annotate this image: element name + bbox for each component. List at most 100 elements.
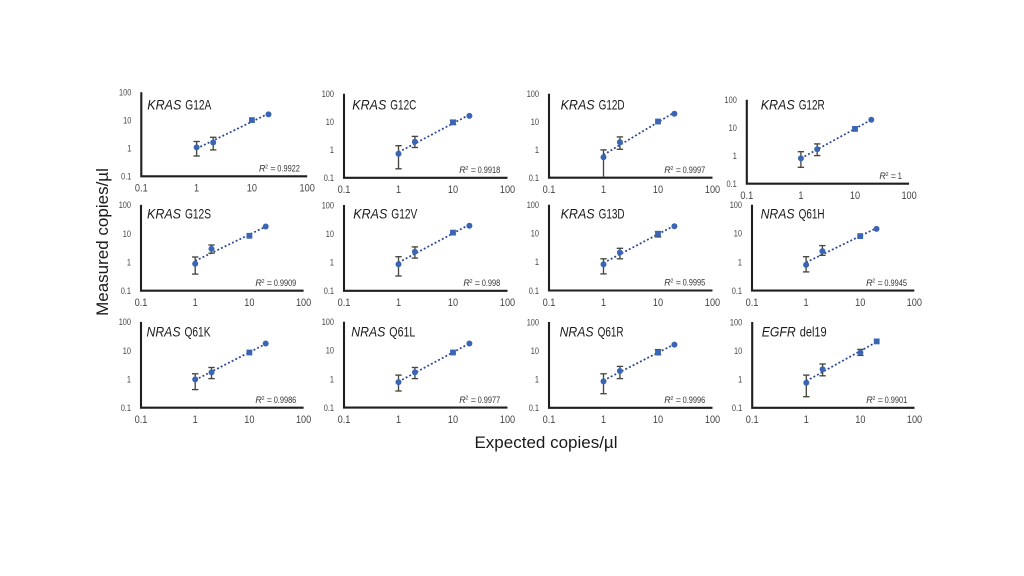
svg-text:100: 100 [296,414,311,426]
svg-text:1: 1 [798,190,803,202]
svg-text:0.1: 0.1 [135,297,148,309]
svg-text:2: 2 [872,279,875,285]
svg-text:0.1: 0.1 [121,172,131,182]
svg-text:Measured copies/µl: Measured copies/µl [93,168,112,316]
svg-text:=: = [878,278,883,288]
svg-text:1: 1 [330,145,334,155]
svg-text:=: = [676,165,681,175]
svg-text:G12S: G12S [185,206,211,222]
svg-text:0.1: 0.1 [732,403,742,413]
svg-text:R: R [866,278,873,288]
svg-text:KRAS: KRAS [561,206,596,222]
svg-text:KRAS: KRAS [761,96,796,112]
svg-text:0.1: 0.1 [746,297,759,309]
svg-text:100: 100 [527,200,539,210]
svg-text:=: = [891,171,896,181]
svg-text:=: = [471,395,476,405]
svg-text:2: 2 [671,396,674,402]
svg-text:1: 1 [601,297,606,309]
svg-text:1: 1 [804,297,809,309]
svg-text:G12A: G12A [185,96,211,112]
svg-text:0.9901: 0.9901 [885,395,908,405]
svg-text:0.1: 0.1 [727,179,737,189]
svg-text:100: 100 [322,317,334,327]
svg-text:100: 100 [527,89,539,99]
svg-text:KRAS: KRAS [147,206,182,222]
svg-text:0.1: 0.1 [740,190,753,202]
svg-text:100: 100 [705,184,720,196]
svg-text:0.1: 0.1 [543,297,556,309]
svg-text:100: 100 [901,190,916,202]
svg-text:10: 10 [653,184,663,196]
svg-text:0.9986: 0.9986 [274,395,297,405]
svg-text:100: 100 [705,297,720,309]
svg-text:10: 10 [326,117,334,127]
svg-text:G12V: G12V [391,206,417,222]
svg-text:1: 1 [127,257,131,267]
svg-text:0.1: 0.1 [121,403,131,413]
svg-text:KRAS: KRAS [561,96,596,112]
svg-text:Q61K: Q61K [185,324,211,340]
svg-text:G12R: G12R [799,96,825,112]
svg-text:R: R [259,164,266,174]
svg-text:100: 100 [322,89,334,99]
svg-text:10: 10 [531,229,539,239]
svg-text:10: 10 [123,346,131,356]
svg-text:10: 10 [448,414,458,426]
svg-text:2: 2 [265,164,268,170]
svg-text:KRAS: KRAS [352,96,387,112]
svg-text:0.1: 0.1 [543,414,556,426]
svg-text:0.1: 0.1 [338,297,351,309]
svg-text:10: 10 [855,297,865,309]
svg-text:G13D: G13D [599,206,625,222]
svg-text:G12D: G12D [599,96,625,112]
svg-text:0.9995: 0.9995 [683,278,706,288]
svg-text:1: 1 [535,375,539,385]
svg-text:0.9945: 0.9945 [884,278,907,288]
svg-text:G12C: G12C [390,96,416,112]
svg-text:1: 1 [396,184,401,196]
svg-text:KRAS: KRAS [353,206,388,222]
svg-text:Q61H: Q61H [799,206,825,222]
svg-text:0.1: 0.1 [529,286,539,296]
svg-text:0.1: 0.1 [543,184,556,196]
svg-text:R: R [879,171,886,181]
svg-text:R: R [664,278,671,288]
svg-text:100: 100 [705,414,720,426]
svg-text:0.998: 0.998 [482,278,501,288]
svg-text:100: 100 [300,183,315,195]
svg-text:2: 2 [466,166,469,172]
svg-text:0.1: 0.1 [324,403,334,413]
svg-text:0.1: 0.1 [338,184,351,196]
svg-text:100: 100 [725,95,737,105]
svg-text:1: 1 [804,414,809,426]
svg-text:10: 10 [653,297,663,309]
svg-text:Q61L: Q61L [389,324,415,340]
svg-text:0.1: 0.1 [529,173,539,183]
svg-text:0.1: 0.1 [135,183,148,195]
svg-text:10: 10 [734,346,742,356]
svg-text:100: 100 [907,297,922,309]
svg-text:0.9997: 0.9997 [683,165,706,175]
svg-text:1: 1 [127,374,131,384]
svg-text:10: 10 [855,414,865,426]
svg-text:NRAS: NRAS [761,206,796,222]
svg-text:1: 1 [898,171,902,181]
svg-text:=: = [267,395,272,405]
svg-text:R: R [664,395,671,405]
svg-text:100: 100 [119,200,131,210]
svg-text:100: 100 [500,414,515,426]
svg-text:0.9977: 0.9977 [478,395,501,405]
svg-text:R: R [866,395,873,405]
svg-text:1: 1 [396,414,401,426]
svg-text:10: 10 [123,116,131,126]
svg-text:10: 10 [448,184,458,196]
svg-text:1: 1 [330,374,334,384]
svg-text:10: 10 [448,297,458,309]
svg-text:0.1: 0.1 [324,286,334,296]
svg-text:1: 1 [194,183,199,195]
svg-text:1: 1 [601,184,606,196]
svg-text:=: = [475,278,480,288]
svg-text:2: 2 [262,396,265,402]
svg-text:EGFR: EGFR [762,324,796,340]
